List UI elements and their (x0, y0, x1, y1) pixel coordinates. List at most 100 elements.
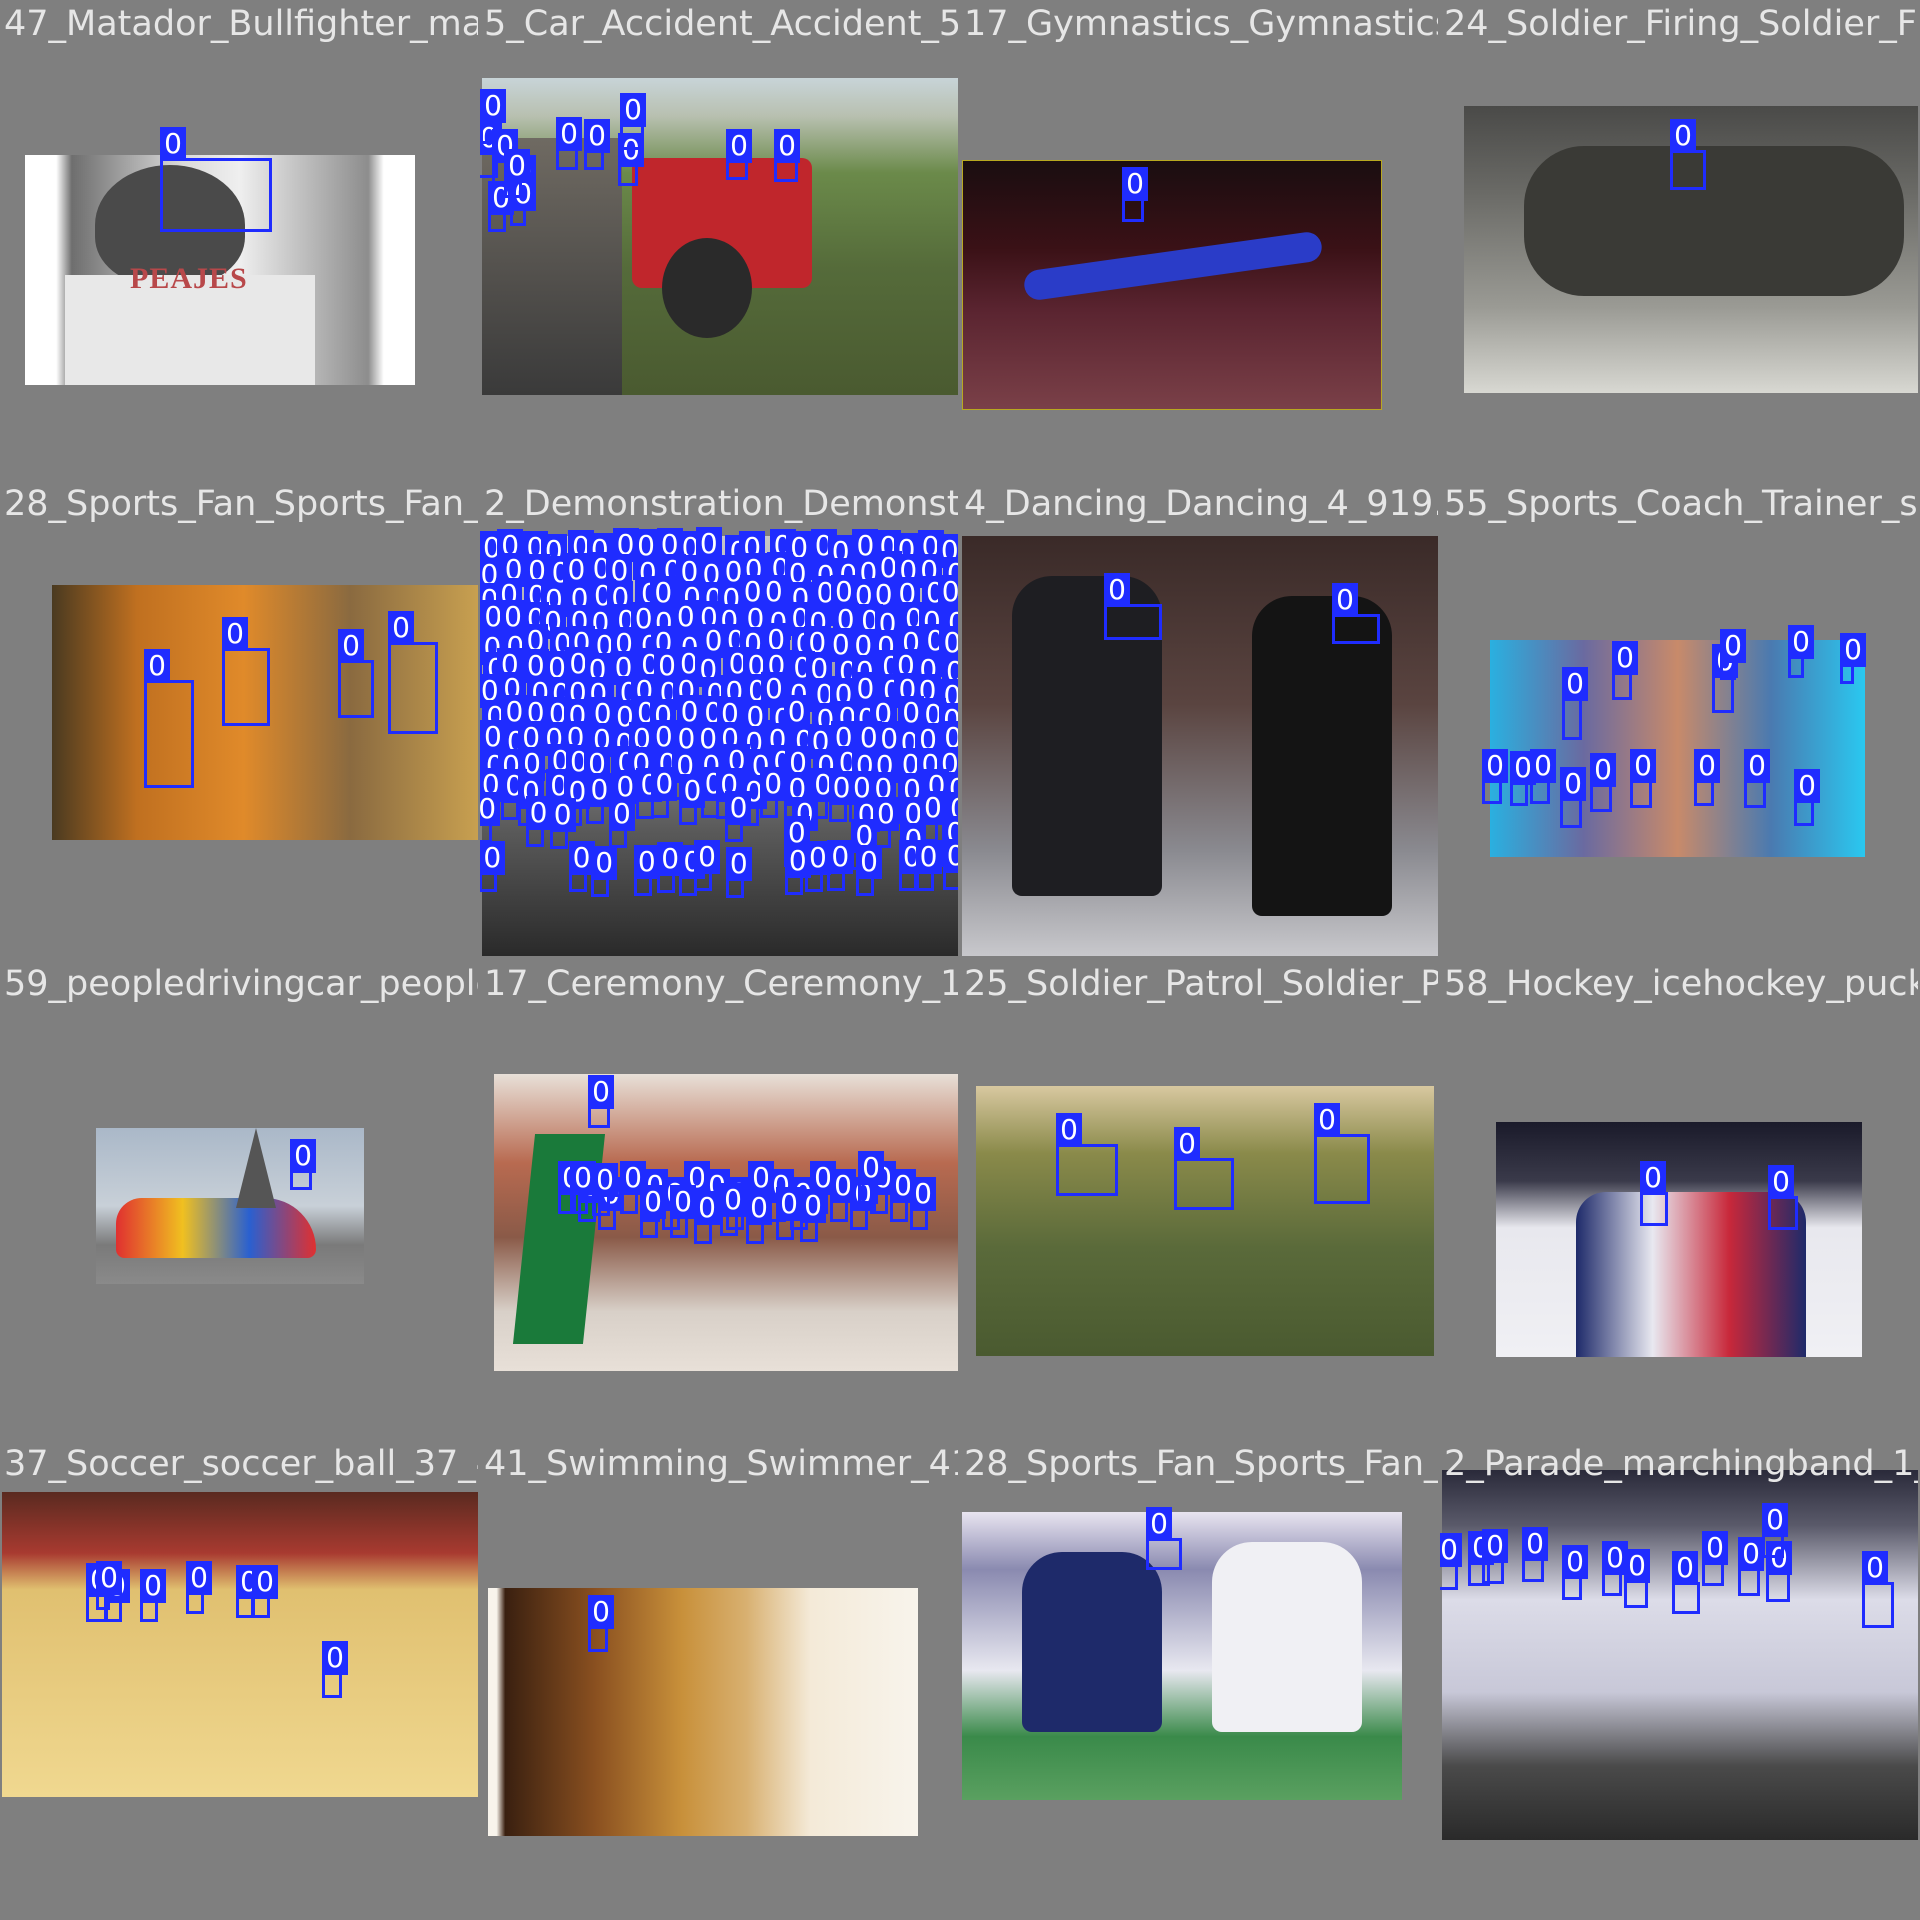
face-detection-box: 0 (651, 767, 678, 819)
face-detection-box: 0 (96, 1561, 122, 1610)
detection-label: 0 (480, 792, 501, 827)
detection-label: 0 (290, 1139, 316, 1173)
detection-label: 0 (760, 575, 787, 610)
detection-label: 0 (488, 181, 514, 215)
detection-label: 0 (670, 1185, 696, 1219)
face-detection-box: 0 (1840, 633, 1866, 684)
detection-label: 0 (1702, 1531, 1728, 1565)
face-detection-box: 0 (1482, 1529, 1508, 1584)
face-detection-box: 0 (618, 133, 644, 186)
face-detection-box: 0 (776, 1187, 802, 1240)
face-detection-box: 0 (746, 1191, 772, 1244)
detection-label: 0 (804, 840, 831, 875)
photo-soldier-tank (1464, 106, 1918, 393)
detection-label: 0 (694, 839, 721, 874)
detection-label: 0 (748, 1161, 774, 1195)
face-detection-box: 0 (1768, 1165, 1798, 1230)
detection-label: 0 (672, 599, 699, 634)
face-detection-box: 0 (1738, 1537, 1764, 1596)
detection-label: 0 (694, 1191, 720, 1225)
detection-label: 0 (186, 1561, 212, 1595)
detection-label: 0 (480, 840, 506, 875)
face-detection-box: 0 (620, 1161, 646, 1214)
detection-label: 0 (1562, 667, 1588, 701)
tile: 41_Swimming_Swimmer_41_1029.jpg 0 (480, 1440, 958, 1918)
face-detection-box: 0 (584, 119, 610, 170)
detection-label: 0 (1314, 1103, 1340, 1137)
detection-label: 0 (1768, 1165, 1794, 1199)
detection-label: 0 (1602, 1541, 1628, 1575)
face-detection-box: 0 (1602, 1541, 1628, 1596)
tile: 24_Soldier_Firing_Soldier_F 0 (1440, 0, 1918, 478)
detection-label: 0 (760, 767, 787, 802)
photo-gymnast (962, 160, 1382, 410)
tile-title: 2_Demonstration_Demonstration_165.jpg (484, 484, 958, 524)
detection-label: 0 (96, 1561, 122, 1595)
face-detection-box: 0 (910, 1177, 936, 1230)
face-detection-box: 0 (1590, 753, 1616, 812)
face-detection-box: 0 (186, 1561, 212, 1614)
detection-label: 0 (500, 599, 527, 634)
detection-label: 0 (620, 93, 646, 127)
face-detection-box: 0 (1702, 1531, 1728, 1586)
face-detection-box: 0 (556, 117, 582, 170)
photo-caption: PEAJES (130, 262, 248, 295)
detection-label: 0 (588, 1075, 614, 1109)
face-detection-box: 0 (670, 1185, 696, 1238)
detection-label: 0 (1630, 749, 1656, 783)
face-detection-box: 0 (480, 720, 506, 772)
face-detection-box: 0 (480, 840, 506, 892)
tile: 28_Sports_Fan_Sports_Fan_28_844.jpg 0 (960, 1440, 1438, 1918)
detection-label: 0 (140, 1569, 166, 1603)
detection-label: 0 (338, 629, 364, 663)
detection-label: 0 (1794, 769, 1820, 803)
detection-label: 0 (570, 1161, 596, 1195)
detection-label: 0 (504, 149, 530, 183)
detection-label: 0 (480, 89, 506, 123)
face-detection-box: 0 (890, 1169, 916, 1222)
face-detection-box: 0 (1174, 1127, 1234, 1210)
face-detection-box: 0 (322, 1641, 348, 1698)
detection-label: 0 (1482, 1529, 1508, 1563)
face-detection-box: 0 (1314, 1103, 1370, 1204)
detection-label: 0 (915, 840, 942, 875)
tile-title: 58_Hockey_icehockey_puck (1444, 964, 1918, 1004)
tile: 17_Gymnastics_Gymnastics_240_164.jpg 0 (960, 0, 1438, 478)
detection-label: 0 (726, 129, 752, 163)
detection-label: 0 (939, 626, 958, 661)
tile-title: 37_Soccer_soccer_ball_37_478.jpg (4, 1444, 478, 1484)
face-detection-box: 0 (804, 840, 831, 892)
detection-label: 0 (1562, 1545, 1588, 1579)
face-detection-box: 0 (591, 845, 618, 897)
face-detection-box: 0 (760, 767, 787, 819)
photo-portrait-peajes (25, 155, 415, 385)
face-detection-box: 0 (898, 839, 925, 891)
face-detection-box: 0 (915, 840, 942, 892)
face-detection-box: 0 (700, 624, 727, 676)
detection-label: 0 (1482, 749, 1508, 783)
tile: 25_Soldier_Patrol_Soldier_Patrol_25_631 … (960, 960, 1438, 1438)
face-detection-box: 0 (488, 181, 514, 232)
detection-label: 0 (1612, 641, 1638, 675)
detection-label: 0 (640, 1185, 666, 1219)
face-detection-box: 0 (501, 768, 528, 820)
detection-label: 0 (252, 1565, 278, 1599)
detection-label: 0 (322, 1641, 348, 1675)
face-detection-box: 0 (1104, 573, 1162, 640)
detection-label: 0 (910, 1177, 936, 1211)
tile-title: 28_Sports_Fan_Sports_Fan_28_844.jpg (964, 1444, 1438, 1484)
face-detection-box: 0 (827, 839, 854, 891)
face-detection-box: 0 (1794, 769, 1820, 826)
face-detection-box: 0 (694, 1191, 720, 1244)
tile: 4_Dancing_Dancing_4_919.jpg.rf.4 0 0 (960, 480, 1438, 958)
detection-label: 0 (568, 840, 595, 875)
detection-label: 0 (1056, 1113, 1082, 1147)
face-detection-box: 0 (1056, 1113, 1118, 1196)
detection-label: 0 (872, 797, 899, 832)
detection-label: 0 (144, 649, 170, 683)
face-detection-box: 0 (720, 1183, 746, 1236)
detection-label: 0 (746, 1191, 772, 1225)
